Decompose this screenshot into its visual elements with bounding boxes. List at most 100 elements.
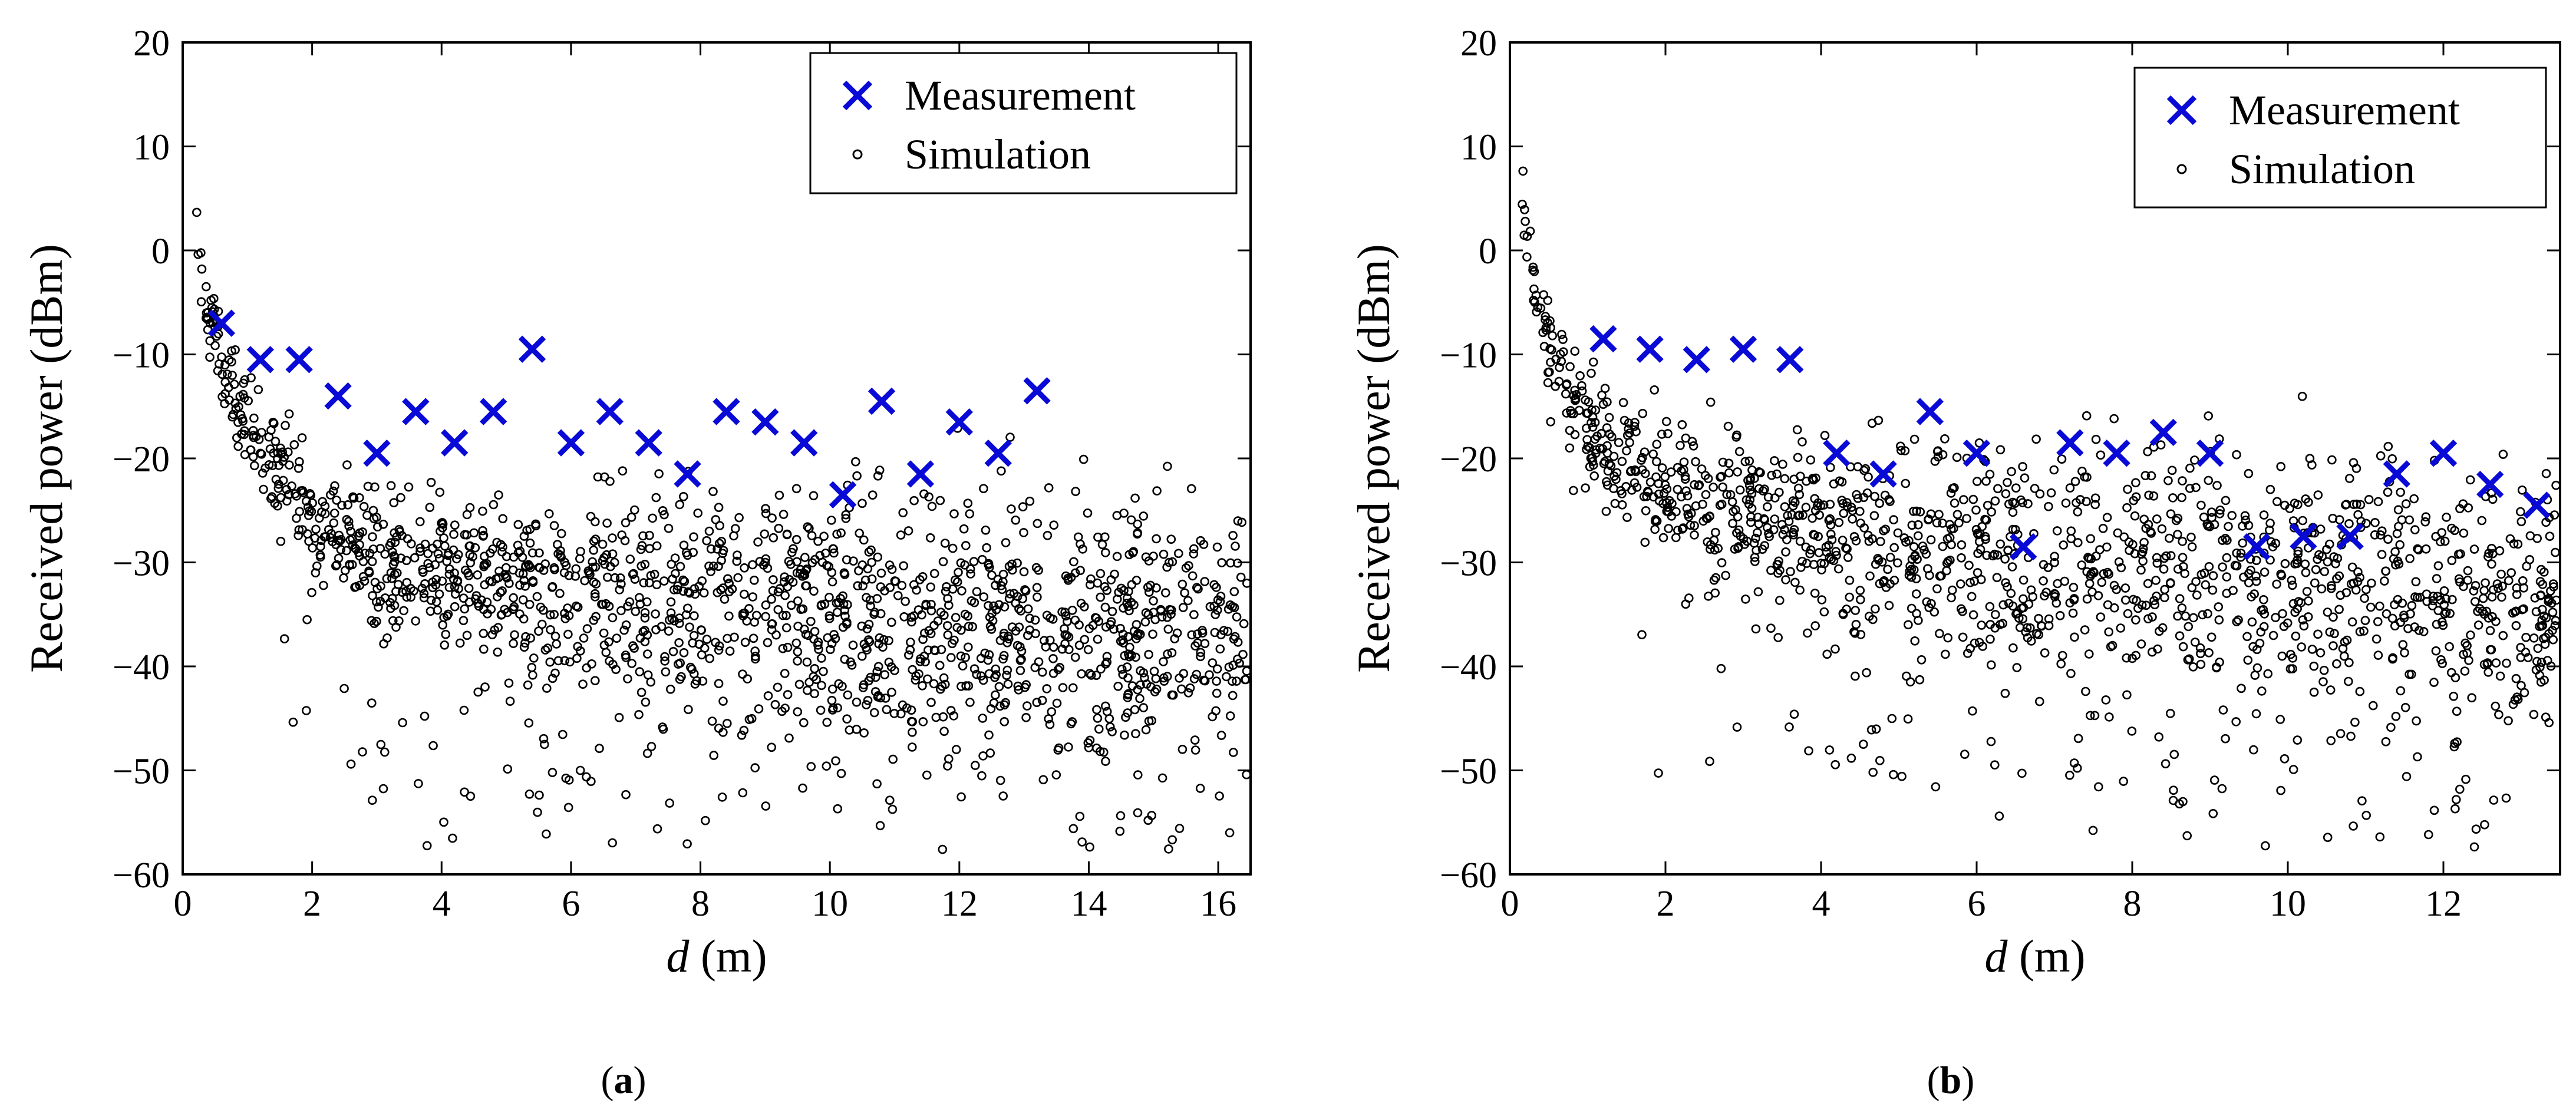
- simulation-point: [1820, 431, 1830, 440]
- simulation-point: [2485, 645, 2495, 655]
- simulation-point: [2073, 507, 2083, 517]
- simulation-point: [2377, 526, 2387, 536]
- simulation-point: [348, 492, 358, 502]
- simulation-point: [1086, 580, 1095, 590]
- simulation-point: [2196, 570, 2206, 579]
- simulation-point: [2202, 519, 2212, 529]
- simulation-point: [705, 653, 714, 663]
- simulation-point: [1903, 714, 1913, 724]
- simulation-point: [810, 689, 819, 698]
- simulation-point: [1904, 570, 1914, 580]
- simulation-point: [716, 585, 725, 595]
- simulation-point: [521, 561, 530, 571]
- simulation-point: [2222, 536, 2232, 545]
- simulation-point: [888, 804, 898, 814]
- simulation-point: [1083, 508, 1093, 518]
- simulation-point: [1911, 589, 1921, 599]
- simulation-point: [842, 617, 852, 627]
- simulation-point: [936, 607, 946, 617]
- simulation-point: [2482, 659, 2492, 669]
- simulation-point: [906, 705, 916, 715]
- simulation-point: [1162, 672, 1172, 681]
- simulation-point: [1162, 562, 1172, 572]
- simulation-point: [2196, 649, 2205, 658]
- simulation-point: [2050, 589, 2060, 599]
- simulation-point: [985, 612, 995, 622]
- simulation-point: [2332, 574, 2341, 584]
- simulation-point: [1909, 506, 1918, 516]
- simulation-point: [761, 612, 770, 622]
- simulation-point: [875, 465, 885, 475]
- simulation-point: [1909, 542, 1919, 551]
- simulation-point: [2112, 584, 2121, 595]
- simulation-point: [2466, 630, 2475, 640]
- simulation-point: [781, 610, 791, 620]
- simulation-point: [1756, 468, 1765, 478]
- simulation-point: [1093, 635, 1103, 644]
- simulation-point: [711, 638, 720, 648]
- simulation-point: [1190, 745, 1200, 755]
- simulation-point: [946, 706, 956, 715]
- simulation-point: [1215, 644, 1225, 654]
- simulation-point: [555, 589, 565, 599]
- simulation-point: [2548, 579, 2558, 589]
- simulation-point: [1740, 457, 1750, 467]
- simulation-point: [1942, 534, 1952, 544]
- simulation-point: [438, 620, 448, 630]
- simulation-point: [1735, 485, 1745, 495]
- simulation-point: [1973, 477, 1982, 486]
- simulation-point: [1662, 506, 1671, 516]
- simulation-point: [995, 636, 1005, 645]
- simulation-point: [1853, 493, 1863, 503]
- simulation-point: [2318, 677, 2328, 686]
- simulation-point: [978, 675, 988, 685]
- simulation-point: [2179, 562, 2188, 572]
- simulation-point: [2293, 549, 2303, 559]
- simulation-point: [2399, 610, 2409, 620]
- simulation-point: [589, 616, 599, 625]
- simulation-point: [1654, 768, 1663, 778]
- simulation-point: [1734, 447, 1744, 457]
- simulation-point: [718, 728, 728, 737]
- simulation-point: [573, 642, 583, 652]
- simulation-point: [2405, 515, 2415, 525]
- simulation-point: [578, 679, 588, 689]
- simulation-point: [965, 509, 975, 518]
- simulation-point: [597, 599, 606, 609]
- simulation-point: [1659, 488, 1669, 498]
- simulation-point: [723, 574, 733, 584]
- x-axis-title-b: d (m): [1984, 930, 2085, 982]
- x-tick-label: 6: [1968, 884, 1986, 924]
- simulation-point: [1650, 524, 1660, 534]
- simulation-point: [202, 312, 212, 322]
- simulation-point: [1229, 748, 1238, 757]
- simulation-point: [864, 619, 874, 629]
- simulation-point: [1113, 682, 1123, 691]
- simulation-point: [542, 829, 551, 839]
- simulation-point: [963, 611, 972, 621]
- simulation-point: [1096, 664, 1106, 674]
- simulation-point: [2548, 635, 2558, 645]
- simulation-point: [2178, 553, 2188, 563]
- simulation-point: [1023, 701, 1032, 711]
- simulation-point: [2445, 642, 2455, 652]
- simulation-point: [2077, 560, 2087, 570]
- simulation-point: [2450, 804, 2460, 814]
- simulation-point: [738, 669, 747, 679]
- simulation-point: [1102, 706, 1112, 716]
- simulation-point: [1055, 663, 1065, 672]
- simulation-point: [372, 522, 382, 532]
- simulation-point: [1691, 457, 1700, 467]
- simulation-point: [887, 617, 896, 627]
- simulation-point: [344, 517, 354, 526]
- simulation-point: [1744, 456, 1754, 466]
- simulation-point: [956, 792, 966, 802]
- simulation-point: [1184, 561, 1193, 570]
- simulation-point: [297, 433, 307, 442]
- y-tick-label: −20: [113, 440, 170, 480]
- simulation-point: [1159, 657, 1168, 666]
- simulation-point: [448, 574, 459, 584]
- simulation-point: [637, 541, 647, 550]
- simulation-point: [1539, 342, 1549, 351]
- simulation-point: [608, 613, 618, 623]
